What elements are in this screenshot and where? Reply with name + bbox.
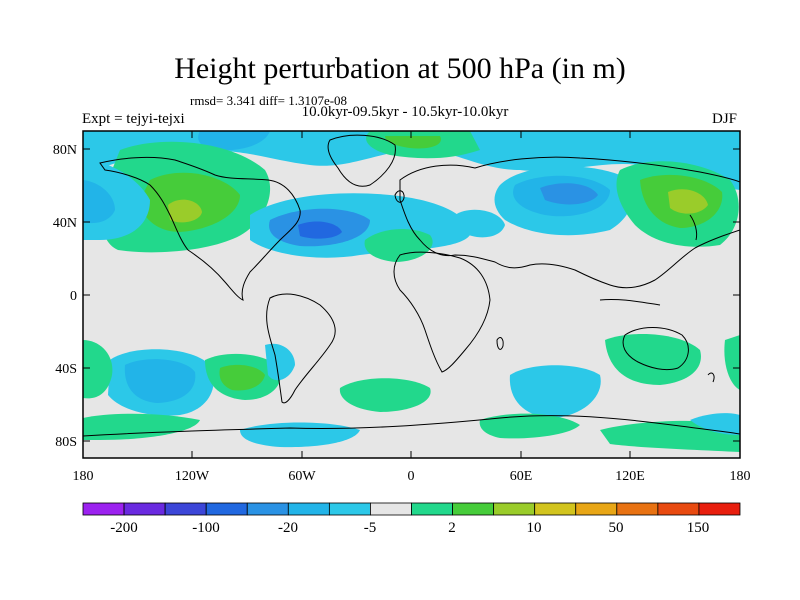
lon-label-180w: 180	[73, 469, 94, 484]
coast-north-america	[99, 156, 301, 301]
colorbar	[82, 502, 741, 516]
lat-label-80n: 80N	[53, 143, 77, 158]
lon-label-0: 0	[408, 469, 415, 484]
colorbar-box	[493, 502, 536, 516]
contour-greenland-pos-inner	[385, 136, 441, 149]
coast-indonesia	[599, 299, 661, 306]
lat-label-0: 0	[70, 289, 77, 304]
contour-south-pacific-neg-inner	[124, 359, 196, 403]
contour-chile-neg	[265, 343, 295, 381]
chart-title: Height perturbation at 500 hPa (in m)	[174, 52, 626, 85]
colorbar-label-6: 10	[527, 520, 542, 536]
coast-australia	[622, 327, 689, 371]
colorbar-label-7: 50	[609, 520, 624, 536]
colorbar-box	[246, 502, 289, 516]
coast-south-america	[266, 293, 336, 404]
coastlines	[83, 134, 740, 458]
colorbar-box	[452, 502, 495, 516]
coast-japan	[689, 214, 698, 241]
colorbar-box	[616, 502, 659, 516]
colorbar-box	[575, 502, 618, 516]
coast-africa	[393, 251, 491, 373]
colorbar-box	[164, 502, 207, 516]
lat-label-40s: 40S	[55, 362, 77, 377]
colorbar-box	[205, 502, 248, 516]
coast-europe-asia	[399, 156, 740, 289]
colorbar-box	[287, 502, 330, 516]
contour-south-pacific-pos-west	[83, 340, 113, 399]
contour-namerica-pos-core	[168, 199, 202, 223]
lat-labels: 80N 40N 0 40S 80S	[53, 143, 77, 450]
coast-madagascar	[496, 337, 504, 350]
lat-label-40n: 40N	[53, 216, 77, 231]
colorbar-label-5: 2	[448, 520, 456, 536]
lon-label-120w: 120W	[175, 469, 210, 484]
colorbar-box	[411, 502, 453, 516]
colorbar-box	[123, 502, 166, 516]
contour-indian-neg	[509, 365, 601, 418]
coast-antarctica	[83, 415, 740, 458]
colorbar-label-1: -200	[110, 520, 138, 536]
colorbar-box	[82, 502, 125, 516]
contour-south-atlantic-pos	[339, 378, 431, 412]
colorbar-box	[534, 502, 577, 516]
axis-ticks	[82, 131, 741, 458]
contour-siberia-neg-core	[540, 183, 598, 205]
lon-label-120e: 120E	[615, 469, 645, 484]
period-label: 10.0kyr-09.5kyr - 10.5kyr-10.0kyr	[301, 104, 509, 120]
contour-arabia-neg	[455, 209, 505, 238]
experiment-label: Expt = tejyi-tejxi	[82, 111, 185, 127]
lon-label-180e: 180	[730, 469, 751, 484]
colorbar-labels: -200 -100 -20 -5 2 10 50 150	[110, 520, 709, 536]
contour-antarctic-pos-c	[479, 413, 580, 439]
coast-greenland	[327, 134, 396, 187]
contour-pacific-neg-inner	[83, 180, 115, 224]
contour-easia-neg-edge	[700, 131, 740, 175]
season-label: DJF	[712, 111, 738, 127]
lon-label-60e: 60E	[510, 469, 533, 484]
stats-text: rmsd= 3.341 diff= 1.3107e-08	[190, 93, 348, 108]
colorbar-label-3: -20	[278, 520, 298, 536]
colorbar-label-8: 150	[687, 520, 710, 536]
coast-new-zealand	[707, 372, 715, 383]
colorbar-box	[698, 502, 741, 516]
colorbar-label-2: -100	[192, 520, 220, 536]
contour-easia-pos-core	[668, 189, 708, 214]
lon-labels: 180 120W 60W 0 60E 120E 180	[73, 469, 751, 484]
contour-atlantic-neg-core	[298, 221, 342, 239]
contour-arctic-neg2	[198, 131, 270, 151]
colorbar-box	[657, 502, 700, 516]
lat-label-80s: 80S	[55, 435, 77, 450]
coast-uk	[394, 190, 405, 203]
colorbar-label-4: -5	[364, 520, 377, 536]
colorbar-box	[328, 502, 371, 516]
contour-east-pos	[724, 335, 740, 390]
contour-south-pacific-pos-inner	[219, 364, 265, 391]
contour-antarctic-pos-w	[83, 413, 200, 440]
anomaly-contours	[83, 131, 740, 458]
contour-antarctic-neg-e	[690, 413, 740, 435]
lon-label-60w: 60W	[288, 469, 316, 484]
colorbar-box	[370, 502, 412, 516]
contour-europe-pos	[364, 228, 433, 262]
contour-australia-pos	[605, 334, 701, 385]
